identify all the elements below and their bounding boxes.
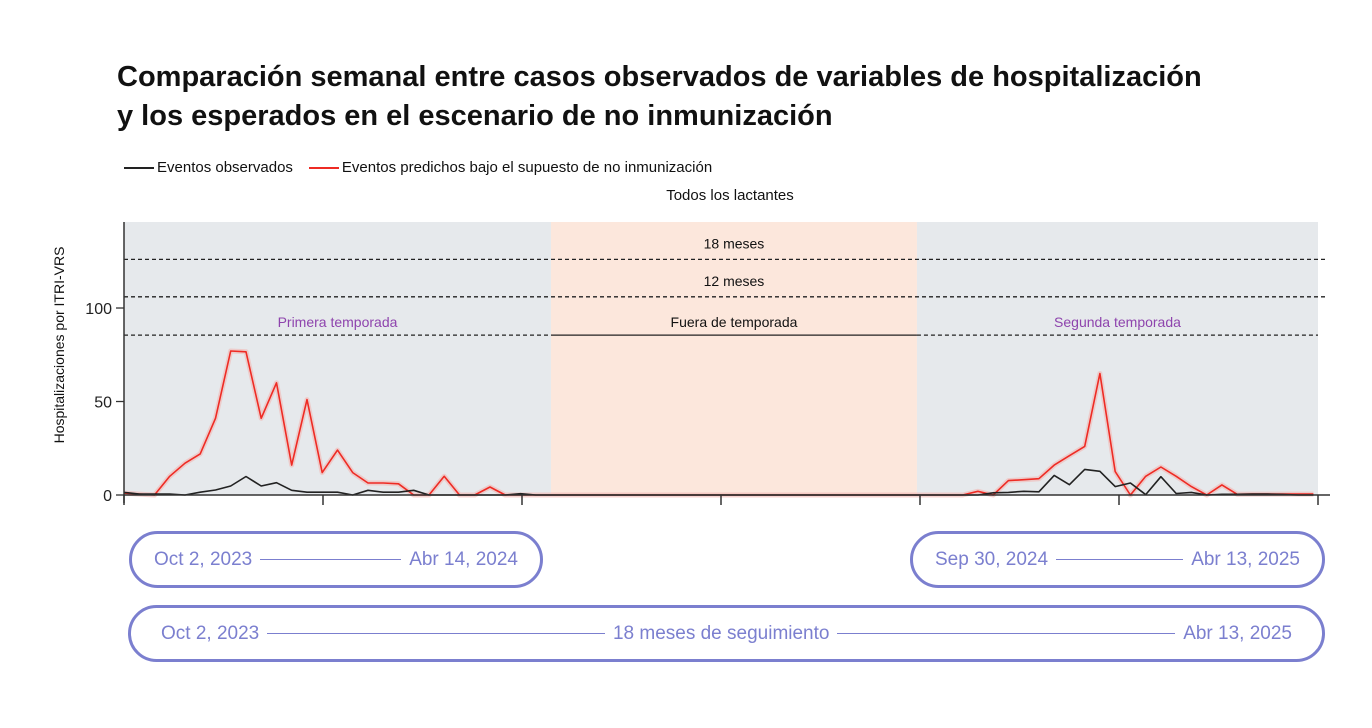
chart-title: Comparación semanal entre casos observad… bbox=[117, 58, 1202, 136]
legend-item-predicted: Eventos predichos bajo el supuesto de no… bbox=[308, 159, 713, 176]
period-end: Abr 13, 2025 bbox=[1183, 622, 1292, 644]
legend-label: Eventos observados bbox=[157, 159, 293, 176]
period-end: Abr 13, 2025 bbox=[1191, 548, 1300, 570]
region-label: Segunda temporada bbox=[1054, 314, 1181, 330]
period-start: Oct 2, 2023 bbox=[154, 548, 253, 570]
y-tick-label: 50 bbox=[94, 395, 112, 412]
follow-up-period: Oct 2, 2023 18 meses de seguimiento Abr 13… bbox=[128, 605, 1325, 662]
y-axis-label: Hospitalizaciones por ITRI-VRS bbox=[51, 247, 67, 444]
title-line-2: y los esperados en el escenario de no in… bbox=[117, 100, 833, 132]
period-connector bbox=[1056, 558, 1184, 561]
legend-swatch-observed bbox=[124, 166, 154, 169]
chart-subtitle: Todos los lactantes bbox=[666, 187, 794, 204]
period-connector bbox=[267, 632, 605, 635]
region-2 bbox=[916, 222, 1318, 495]
legend: Eventos observados Eventos predichos baj… bbox=[124, 159, 722, 176]
second-season-period: Sep 30, 2024 Abr 13, 2025 bbox=[910, 531, 1325, 588]
period-start: Oct 2, 2023 bbox=[161, 622, 260, 644]
reference-label: 18 meses bbox=[704, 235, 765, 251]
first-season-period: Oct 2, 2023 Abr 14, 2024 bbox=[129, 531, 543, 588]
period-connector bbox=[260, 558, 402, 561]
region-label: Fuera de temporada bbox=[671, 314, 798, 330]
y-tick-label: 100 bbox=[85, 301, 112, 318]
legend-swatch-predicted bbox=[308, 166, 339, 169]
region-1 bbox=[550, 222, 917, 495]
period-end: Abr 14, 2024 bbox=[409, 548, 518, 570]
title-line-1: Comparación semanal entre casos observad… bbox=[117, 61, 1202, 93]
period-start: Sep 30, 2024 bbox=[935, 548, 1049, 570]
period-label: 18 meses de seguimiento bbox=[612, 622, 830, 644]
reference-label: 12 meses bbox=[704, 273, 765, 289]
y-tick-label: 0 bbox=[103, 488, 112, 505]
region-label: Primera temporada bbox=[278, 314, 398, 330]
legend-label: Eventos predichos bajo el supuesto de no… bbox=[341, 159, 713, 176]
legend-item-observed: Eventos observados bbox=[124, 159, 293, 176]
period-connector bbox=[837, 632, 1176, 635]
